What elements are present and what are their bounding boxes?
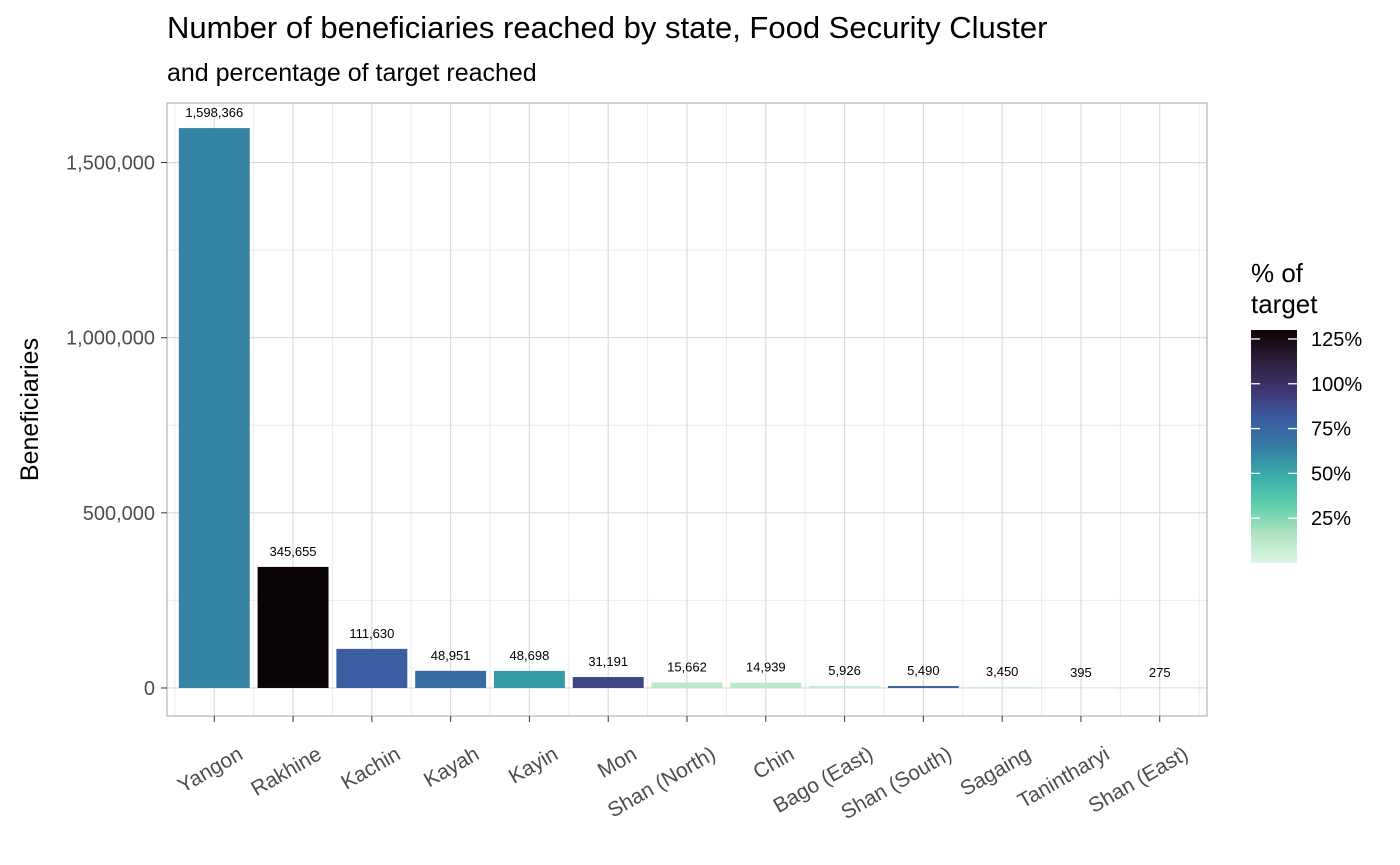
data-label: 275 [1149, 665, 1171, 680]
legend-colorbar [1251, 330, 1297, 563]
legend-tick-label: 25% [1311, 508, 1351, 530]
bar [651, 682, 723, 688]
bar [493, 670, 565, 688]
y-tick-label: 1,500,000 [66, 153, 155, 175]
legend-tick-label: 75% [1311, 419, 1351, 441]
bar [336, 648, 408, 688]
data-label: 48,698 [510, 648, 550, 663]
chart-title: Number of beneficiaries reached by state… [167, 10, 1048, 45]
data-label: 14,939 [746, 660, 786, 675]
x-tick-label: Mon [594, 742, 641, 782]
y-tick-label: 1,000,000 [66, 328, 155, 350]
data-label: 5,490 [907, 663, 940, 678]
data-label: 15,662 [667, 659, 707, 674]
bar [730, 682, 802, 688]
bar [966, 686, 1038, 688]
data-label: 5,926 [828, 663, 861, 678]
bar [257, 566, 329, 688]
bar [809, 685, 881, 688]
y-axis-title: Beneficiaries [16, 338, 44, 481]
bar [178, 128, 250, 688]
bar [415, 670, 487, 688]
data-label: 395 [1070, 665, 1092, 680]
bar [887, 686, 959, 688]
y-tick-label: 0 [144, 678, 155, 700]
legend-title: % of target [1251, 258, 1318, 319]
legend-tick-label: 50% [1311, 463, 1351, 485]
data-label: 3,450 [986, 664, 1019, 679]
data-label: 31,191 [588, 654, 628, 669]
x-tick-label: Kayah [420, 742, 483, 792]
x-tick-label: Yangon [174, 742, 247, 797]
data-label: 345,655 [270, 544, 317, 559]
bar [1124, 687, 1196, 689]
x-tick-label: Chin [749, 742, 798, 784]
x-tick-label: Kachin [337, 742, 404, 794]
bar [1045, 687, 1117, 689]
legend-tick-label: 125% [1311, 329, 1362, 351]
chart-subtitle: and percentage of target reached [167, 59, 537, 87]
x-tick-label: Kayin [505, 742, 562, 788]
data-label: 111,630 [349, 626, 394, 641]
data-label: 1,598,366 [185, 105, 243, 120]
y-tick-label: 500,000 [83, 503, 155, 525]
data-label: 48,951 [431, 648, 471, 663]
legend-tick-label: 100% [1311, 374, 1362, 396]
x-tick-label: Rakhine [247, 742, 325, 800]
bar [572, 677, 644, 688]
